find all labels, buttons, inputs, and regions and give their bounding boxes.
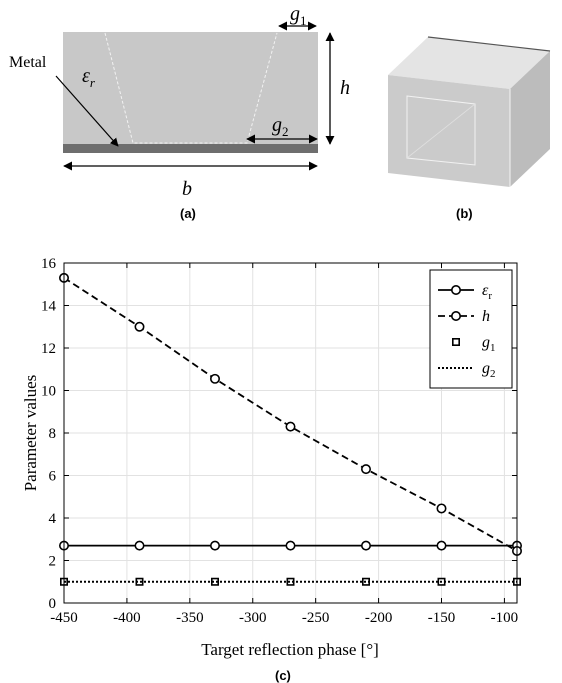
series-h-point (360, 464, 371, 475)
series--r-point (210, 540, 221, 551)
legend-entry--r-label: εr (482, 282, 492, 302)
h-label: h (340, 77, 350, 99)
y-tick-label: 2 (49, 554, 57, 570)
legend-entry--r-marker (450, 284, 461, 295)
legend: εr h g1 g2 (429, 269, 513, 389)
y-tick-label: 4 (49, 511, 57, 527)
legend-entry-g-2-label: g2 (482, 360, 496, 380)
series-layer (58, 272, 522, 586)
series-g-1-point (211, 577, 220, 586)
series--r-point (360, 540, 371, 551)
series-h-point (134, 321, 145, 332)
series--r-point (436, 540, 447, 551)
x-tick-label: -100 (491, 610, 519, 626)
legend-entry-h-label: h (482, 308, 490, 325)
y-tick-label: 12 (41, 341, 56, 357)
x-tick-label: -400 (113, 610, 141, 626)
series-h-point (285, 421, 296, 432)
metal-pointer-arrow (55, 75, 119, 147)
legend-entry-h-marker (450, 310, 461, 321)
tick-layer: -450 -400 -350 -300 -250 -200 -150 -100 0 2 4 6 8 10 1… (41, 256, 518, 626)
g1-label: g1 (290, 3, 307, 28)
metal-label: Metal (9, 54, 47, 71)
trapezoid-dashed-outline (104, 32, 278, 144)
x-tick-label: -200 (365, 610, 393, 626)
y-tick-label: 10 (41, 384, 56, 400)
b-label: b (182, 178, 192, 200)
y-tick-label: 0 (49, 596, 57, 612)
x-tick-label: -150 (428, 610, 456, 626)
series--r-point (134, 540, 145, 551)
legend-box (429, 269, 513, 389)
caption-a: (a) (180, 206, 196, 221)
legend-entry-g-1-label: g1 (482, 334, 496, 354)
series-h-point (210, 373, 221, 384)
epsilon-r-label: εr (82, 65, 96, 90)
legend-entry-g-1-marker (451, 337, 460, 346)
substrate-block (63, 32, 318, 144)
caption-c: (c) (275, 668, 291, 683)
unit-cell-cube (388, 36, 551, 187)
x-tick-label: -450 (50, 610, 78, 626)
x-tick-label: -250 (302, 610, 330, 626)
series-h-point (436, 503, 447, 514)
y-tick-label: 6 (49, 469, 57, 485)
cube-side-face (510, 51, 550, 187)
series--r-point (285, 540, 296, 551)
x-tick-label: -350 (176, 610, 204, 626)
x-axis-label: Target reflection phase [°] (201, 640, 379, 659)
y-tick-label: 16 (41, 256, 57, 272)
cube-inner-window (406, 95, 476, 166)
g2-label: g2 (272, 114, 289, 139)
metal-ground-plane (63, 144, 318, 153)
cube-top-face (388, 37, 550, 89)
y-tick-label: 8 (49, 426, 57, 442)
y-tick-label: 14 (41, 299, 57, 315)
x-tick-label: -300 (239, 610, 267, 626)
caption-b: (b) (456, 206, 473, 221)
y-axis-label: Parameter values (21, 375, 40, 492)
